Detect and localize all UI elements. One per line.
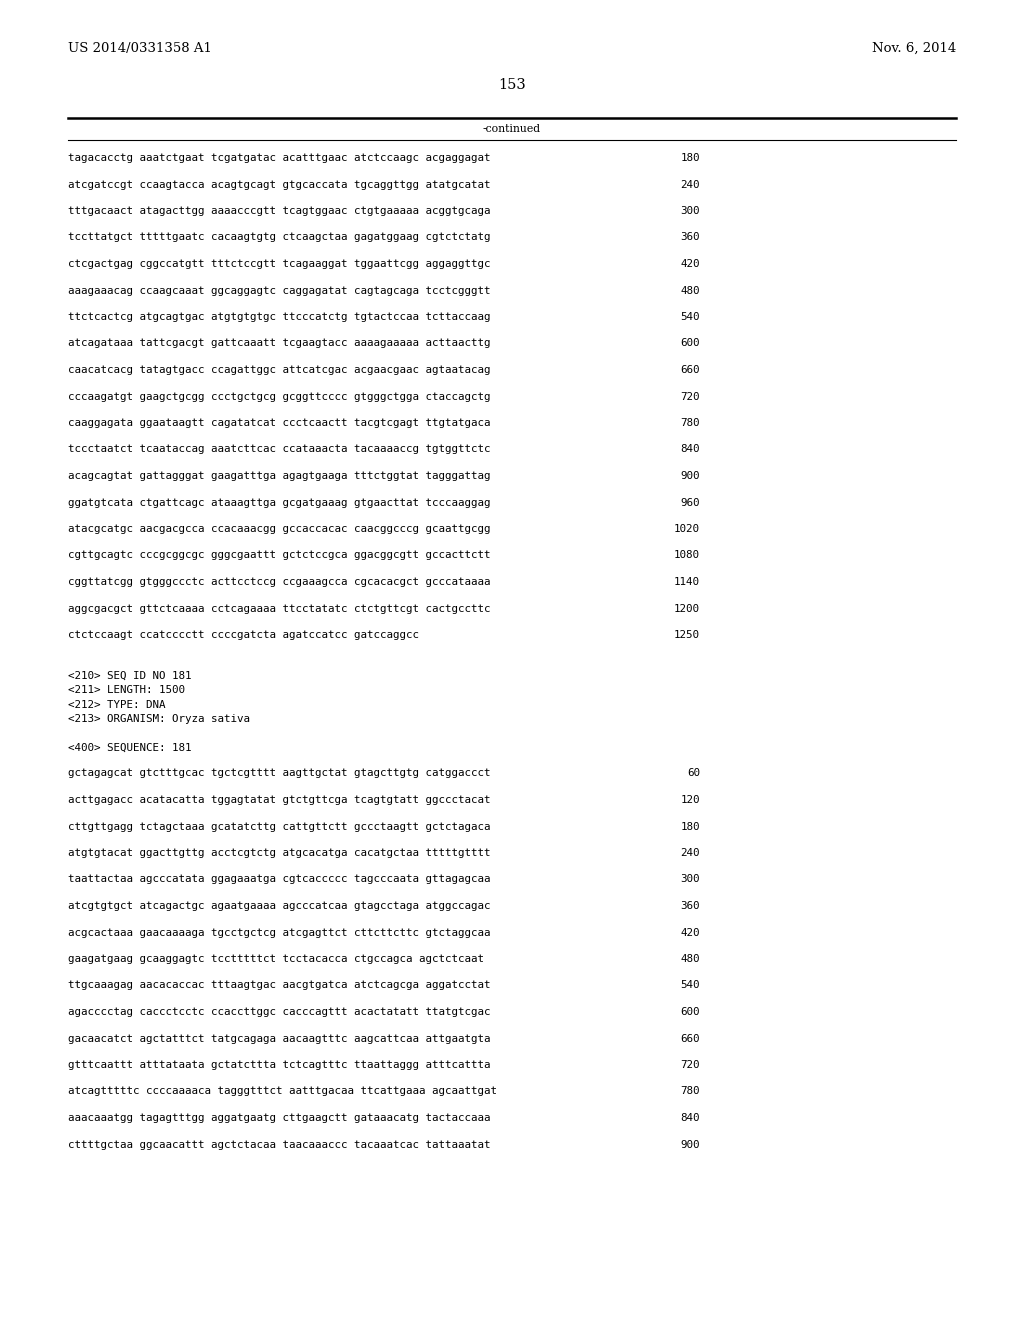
Text: 360: 360 [681, 902, 700, 911]
Text: ctcgactgag cggccatgtt tttctccgtt tcagaaggat tggaattcgg aggaggttgc: ctcgactgag cggccatgtt tttctccgtt tcagaag… [68, 259, 490, 269]
Text: 660: 660 [681, 1034, 700, 1044]
Text: <400> SEQUENCE: 181: <400> SEQUENCE: 181 [68, 742, 191, 752]
Text: 60: 60 [687, 768, 700, 779]
Text: 180: 180 [681, 821, 700, 832]
Text: 300: 300 [681, 874, 700, 884]
Text: 1140: 1140 [674, 577, 700, 587]
Text: 840: 840 [681, 445, 700, 454]
Text: 780: 780 [681, 418, 700, 428]
Text: caaggagata ggaataagtt cagatatcat ccctcaactt tacgtcgagt ttgtatgaca: caaggagata ggaataagtt cagatatcat ccctcaa… [68, 418, 490, 428]
Text: 540: 540 [681, 981, 700, 990]
Text: <213> ORGANISM: Oryza sativa: <213> ORGANISM: Oryza sativa [68, 714, 250, 723]
Text: 180: 180 [681, 153, 700, 162]
Text: taattactaa agcccatata ggagaaatga cgtcaccccc tagcccaata gttagagcaa: taattactaa agcccatata ggagaaatga cgtcacc… [68, 874, 490, 884]
Text: US 2014/0331358 A1: US 2014/0331358 A1 [68, 42, 212, 55]
Text: acagcagtat gattagggat gaagatttga agagtgaaga tttctggtat tagggattag: acagcagtat gattagggat gaagatttga agagtga… [68, 471, 490, 480]
Text: caacatcacg tatagtgacc ccagattggc attcatcgac acgaacgaac agtaatacag: caacatcacg tatagtgacc ccagattggc attcatc… [68, 366, 490, 375]
Text: 840: 840 [681, 1113, 700, 1123]
Text: 480: 480 [681, 954, 700, 964]
Text: tccttatgct tttttgaatc cacaagtgtg ctcaagctaa gagatggaag cgtctctatg: tccttatgct tttttgaatc cacaagtgtg ctcaagc… [68, 232, 490, 243]
Text: acttgagacc acatacatta tggagtatat gtctgttcga tcagtgtatt ggccctacat: acttgagacc acatacatta tggagtatat gtctgtt… [68, 795, 490, 805]
Text: <211> LENGTH: 1500: <211> LENGTH: 1500 [68, 685, 185, 696]
Text: atcagtttttc ccccaaaaca tagggtttct aatttgacaa ttcattgaaa agcaattgat: atcagtttttc ccccaaaaca tagggtttct aatttg… [68, 1086, 497, 1097]
Text: cggttatcgg gtgggccctc acttcctccg ccgaaagcca cgcacacgct gcccataaaa: cggttatcgg gtgggccctc acttcctccg ccgaaag… [68, 577, 490, 587]
Text: 120: 120 [681, 795, 700, 805]
Text: 900: 900 [681, 471, 700, 480]
Text: gtttcaattt atttataata gctatcttta tctcagtttc ttaattaggg atttcattta: gtttcaattt atttataata gctatcttta tctcagt… [68, 1060, 490, 1071]
Text: 900: 900 [681, 1139, 700, 1150]
Text: 1080: 1080 [674, 550, 700, 561]
Text: acgcactaaa gaacaaaaga tgcctgctcg atcgagttct cttcttcttc gtctaggcaa: acgcactaaa gaacaaaaga tgcctgctcg atcgagt… [68, 928, 490, 937]
Text: atacgcatgc aacgacgcca ccacaaacgg gccaccacac caacggcccg gcaattgcgg: atacgcatgc aacgacgcca ccacaaacgg gccacca… [68, 524, 490, 535]
Text: 360: 360 [681, 232, 700, 243]
Text: <210> SEQ ID NO 181: <210> SEQ ID NO 181 [68, 671, 191, 681]
Text: atcgatccgt ccaagtacca acagtgcagt gtgcaccata tgcaggttgg atatgcatat: atcgatccgt ccaagtacca acagtgcagt gtgcacc… [68, 180, 490, 190]
Text: aggcgacgct gttctcaaaa cctcagaaaa ttcctatatc ctctgttcgt cactgccttc: aggcgacgct gttctcaaaa cctcagaaaa ttcctat… [68, 603, 490, 614]
Text: ggatgtcata ctgattcagc ataaagttga gcgatgaaag gtgaacttat tcccaaggag: ggatgtcata ctgattcagc ataaagttga gcgatga… [68, 498, 490, 507]
Text: atgtgtacat ggacttgttg acctcgtctg atgcacatga cacatgctaa tttttgtttt: atgtgtacat ggacttgttg acctcgtctg atgcaca… [68, 847, 490, 858]
Text: tttgacaact atagacttgg aaaacccgtt tcagtggaac ctgtgaaaaa acggtgcaga: tttgacaact atagacttgg aaaacccgtt tcagtgg… [68, 206, 490, 216]
Text: 600: 600 [681, 1007, 700, 1016]
Text: tagacacctg aaatctgaat tcgatgatac acatttgaac atctccaagc acgaggagat: tagacacctg aaatctgaat tcgatgatac acatttg… [68, 153, 490, 162]
Text: 240: 240 [681, 180, 700, 190]
Text: gctagagcat gtctttgcac tgctcgtttt aagttgctat gtagcttgtg catggaccct: gctagagcat gtctttgcac tgctcgtttt aagttgc… [68, 768, 490, 779]
Text: aaagaaacag ccaagcaaat ggcaggagtc caggagatat cagtagcaga tcctcgggtt: aaagaaacag ccaagcaaat ggcaggagtc caggaga… [68, 285, 490, 296]
Text: cttttgctaa ggcaacattt agctctacaa taacaaaccc tacaaatcac tattaaatat: cttttgctaa ggcaacattt agctctacaa taacaaa… [68, 1139, 490, 1150]
Text: 420: 420 [681, 259, 700, 269]
Text: atcagataaa tattcgacgt gattcaaatt tcgaagtacc aaaagaaaaa acttaacttg: atcagataaa tattcgacgt gattcaaatt tcgaagt… [68, 338, 490, 348]
Text: ctctccaagt ccatcccctt ccccgatcta agatccatcc gatccaggcc: ctctccaagt ccatcccctt ccccgatcta agatcca… [68, 630, 419, 640]
Text: cccaagatgt gaagctgcgg ccctgctgcg gcggttcccc gtgggctgga ctaccagctg: cccaagatgt gaagctgcgg ccctgctgcg gcggttc… [68, 392, 490, 401]
Text: ttgcaaagag aacacaccac tttaagtgac aacgtgatca atctcagcga aggatcctat: ttgcaaagag aacacaccac tttaagtgac aacgtga… [68, 981, 490, 990]
Text: 780: 780 [681, 1086, 700, 1097]
Text: 240: 240 [681, 847, 700, 858]
Text: 153: 153 [498, 78, 526, 92]
Text: 600: 600 [681, 338, 700, 348]
Text: 720: 720 [681, 1060, 700, 1071]
Text: 420: 420 [681, 928, 700, 937]
Text: gaagatgaag gcaaggagtc tcctttttct tcctacacca ctgccagca agctctcaat: gaagatgaag gcaaggagtc tcctttttct tcctaca… [68, 954, 484, 964]
Text: tccctaatct tcaataccag aaatcttcac ccataaacta tacaaaaccg tgtggttctc: tccctaatct tcaataccag aaatcttcac ccataaa… [68, 445, 490, 454]
Text: 1200: 1200 [674, 603, 700, 614]
Text: 960: 960 [681, 498, 700, 507]
Text: gacaacatct agctatttct tatgcagaga aacaagtttc aagcattcaa attgaatgta: gacaacatct agctatttct tatgcagaga aacaagt… [68, 1034, 490, 1044]
Text: agacccctag caccctcctc ccaccttggc cacccagttt acactatatt ttatgtcgac: agacccctag caccctcctc ccaccttggc cacccag… [68, 1007, 490, 1016]
Text: aaacaaatgg tagagtttgg aggatgaatg cttgaagctt gataaacatg tactaccaaa: aaacaaatgg tagagtttgg aggatgaatg cttgaag… [68, 1113, 490, 1123]
Text: 540: 540 [681, 312, 700, 322]
Text: 720: 720 [681, 392, 700, 401]
Text: 480: 480 [681, 285, 700, 296]
Text: <212> TYPE: DNA: <212> TYPE: DNA [68, 700, 166, 710]
Text: 660: 660 [681, 366, 700, 375]
Text: -continued: -continued [483, 124, 541, 135]
Text: 1250: 1250 [674, 630, 700, 640]
Text: Nov. 6, 2014: Nov. 6, 2014 [871, 42, 956, 55]
Text: cgttgcagtc cccgcggcgc gggcgaattt gctctccgca ggacggcgtt gccacttctt: cgttgcagtc cccgcggcgc gggcgaattt gctctcc… [68, 550, 490, 561]
Text: 1020: 1020 [674, 524, 700, 535]
Text: ttctcactcg atgcagtgac atgtgtgtgc ttcccatctg tgtactccaa tcttaccaag: ttctcactcg atgcagtgac atgtgtgtgc ttcccat… [68, 312, 490, 322]
Text: cttgttgagg tctagctaaa gcatatcttg cattgttctt gccctaagtt gctctagaca: cttgttgagg tctagctaaa gcatatcttg cattgtt… [68, 821, 490, 832]
Text: atcgtgtgct atcagactgc agaatgaaaa agcccatcaa gtagcctaga atggccagac: atcgtgtgct atcagactgc agaatgaaaa agcccat… [68, 902, 490, 911]
Text: 300: 300 [681, 206, 700, 216]
